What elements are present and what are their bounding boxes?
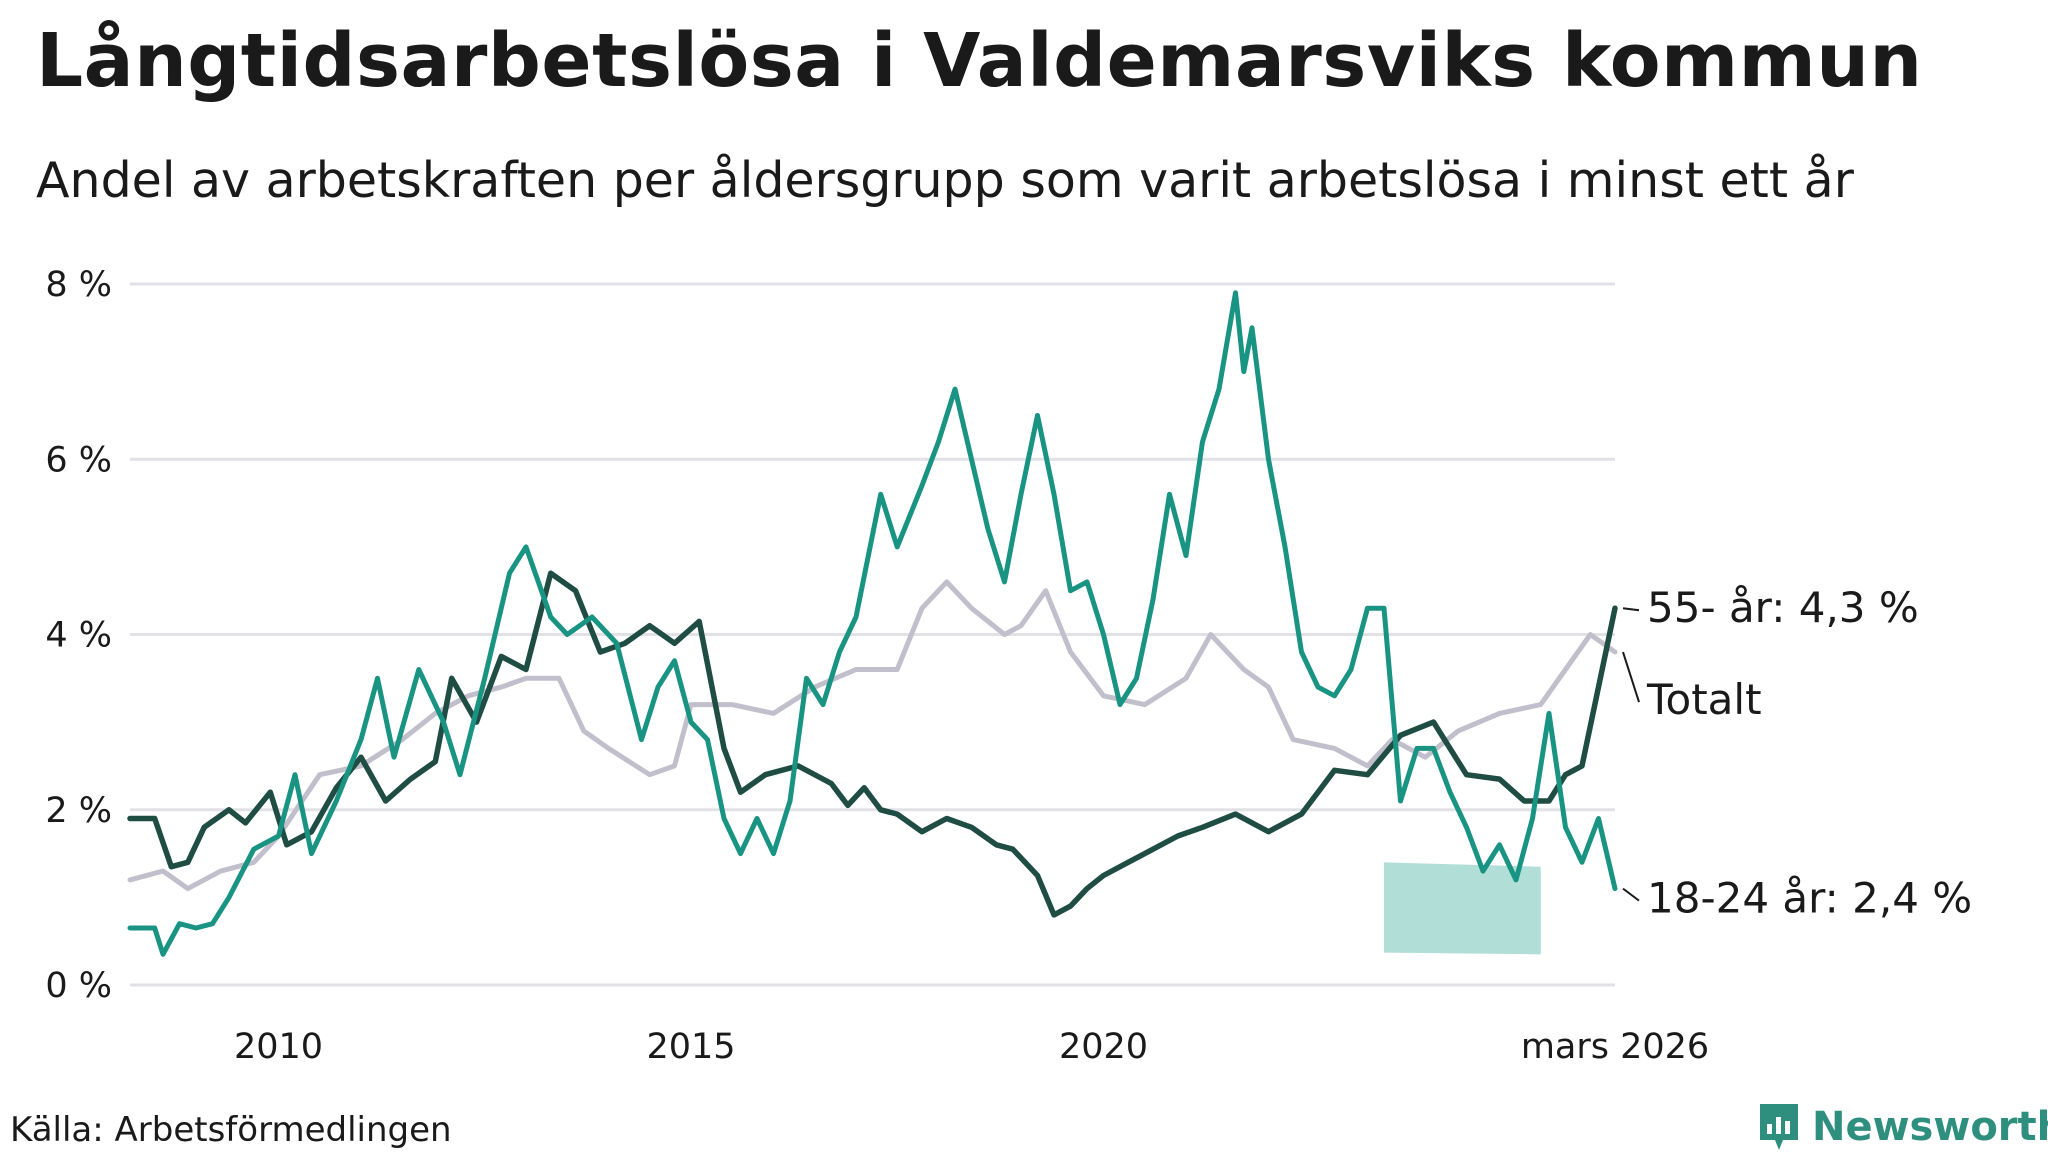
x-tick-label: mars 2026	[1521, 1027, 1709, 1067]
series-line-totalt	[127, 579, 1618, 892]
y-tick-label: 8 %	[45, 265, 112, 305]
bar-chart-logo-icon	[1760, 1104, 1798, 1150]
gridlines	[130, 282, 1615, 987]
y-tick-label: 2 %	[45, 791, 112, 831]
leader-line	[1622, 651, 1640, 703]
uncertainty-band	[1384, 862, 1541, 955]
uncertainty-band-area	[1384, 862, 1541, 955]
leader-line	[1622, 607, 1640, 612]
series-label-18-24-ar: 18-24 år: 2,4 %	[1647, 874, 1972, 923]
series-lines	[127, 290, 1618, 957]
series-label-55-ar: 55- år: 4,3 %	[1647, 583, 1919, 632]
y-tick-label: 6 %	[45, 440, 112, 480]
x-tick-label: 2015	[646, 1027, 735, 1067]
newsworthy-logo[interactable]: Newsworthy	[1756, 1100, 2048, 1154]
line-chart: 0 % 2 % 4 % 6 % 8 % 2010 2015 2020 mars 2026 To…	[45, 265, 1972, 1067]
series-end-labels: Totalt 55- år: 4,3 % 18-24 år: 2,4 %	[1622, 583, 1972, 923]
source-note: Källa: Arbetsförmedlingen	[10, 1110, 452, 1150]
x-axis-ticks: 2010 2015 2020 mars 2026	[234, 1027, 1709, 1067]
y-tick-label: 0 %	[45, 966, 112, 1006]
series-label-totalt: Totalt	[1646, 675, 1762, 724]
chart-title: Långtidsarbetslösa i Valdemarsviks kommu…	[36, 18, 1923, 104]
x-tick-label: 2010	[234, 1027, 323, 1067]
x-tick-label: 2020	[1059, 1027, 1148, 1067]
y-axis-ticks: 0 % 2 % 4 % 6 % 8 %	[45, 265, 112, 1006]
leader-line	[1622, 887, 1640, 902]
chart-subtitle: Andel av arbetskraften per åldersgrupp s…	[36, 152, 1854, 209]
brand-name: Newsworthy	[1812, 1104, 2048, 1150]
series-line-18-24-ar	[127, 290, 1618, 957]
y-tick-label: 4 %	[45, 616, 112, 656]
